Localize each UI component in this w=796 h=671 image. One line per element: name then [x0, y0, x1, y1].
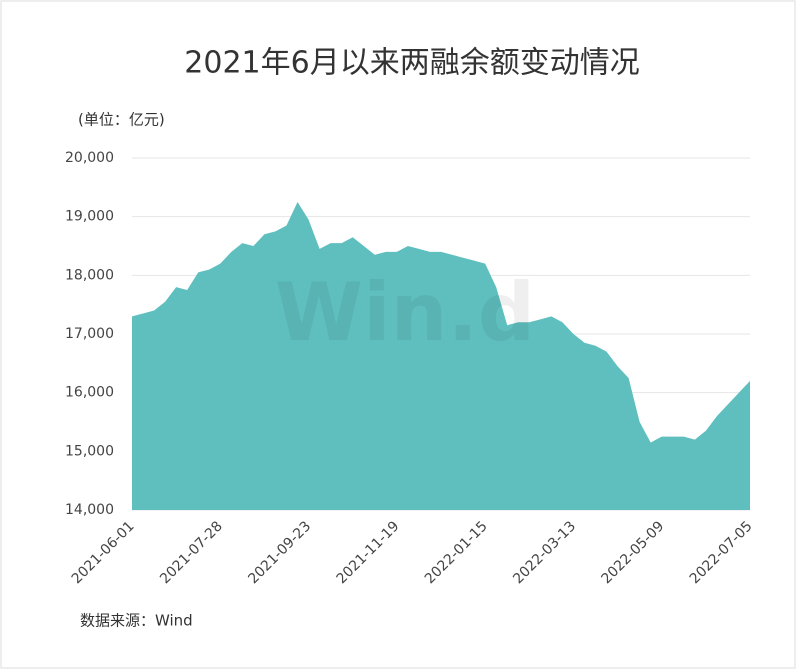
y-tick-label: 16,000	[65, 385, 114, 401]
watermark: Win.d	[275, 266, 535, 359]
y-tick-label: 20,000	[65, 150, 114, 166]
source: 数据来源：Wind	[80, 612, 193, 630]
y-tick-label: 14,000	[65, 502, 114, 518]
area	[132, 202, 750, 510]
chart-title: 2021年6月以来两融余额变动情况	[184, 46, 639, 81]
y-tick-label: 17,000	[65, 326, 114, 342]
y-tick-label: 15,000	[65, 443, 114, 459]
y-tick-label: 19,000	[65, 209, 114, 225]
y-tick-label: 18,000	[65, 267, 114, 283]
unit-label: (单位：亿元)	[78, 111, 165, 129]
